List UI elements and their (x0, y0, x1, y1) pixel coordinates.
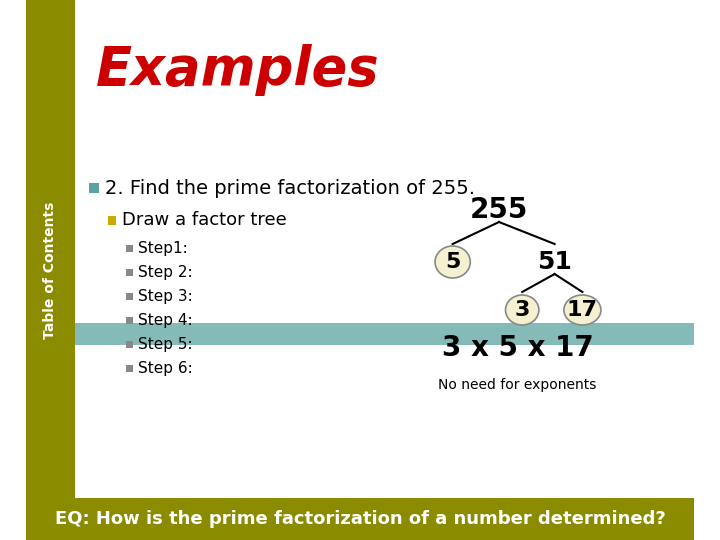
Bar (75, 323, 693, 345)
Bar (127, 317, 133, 324)
Text: EQ: How is the prime factorization of a number determined?: EQ: How is the prime factorization of a … (55, 510, 665, 528)
Bar (127, 245, 133, 252)
Text: 17: 17 (567, 300, 598, 320)
Text: 2. Find the prime factorization of 255.: 2. Find the prime factorization of 255. (105, 179, 475, 198)
Text: 3 x 5 x 17: 3 x 5 x 17 (441, 334, 593, 362)
Text: Table of Contents: Table of Contents (43, 201, 58, 339)
Text: 5: 5 (445, 252, 460, 272)
Text: Step 2:: Step 2: (138, 265, 192, 280)
Text: Step 4:: Step 4: (138, 313, 192, 327)
Text: Step 5:: Step 5: (138, 336, 192, 352)
Bar (27, 0, 75, 540)
Ellipse shape (564, 295, 601, 325)
Text: Step1:: Step1: (138, 240, 187, 255)
Ellipse shape (505, 295, 539, 325)
Text: 51: 51 (537, 250, 572, 274)
Text: Step 6:: Step 6: (138, 361, 192, 375)
Bar (127, 293, 133, 300)
Bar (89, 183, 99, 193)
Text: 255: 255 (470, 196, 528, 224)
Text: Examples: Examples (96, 44, 379, 96)
Bar (127, 365, 133, 372)
Bar (108, 216, 116, 225)
Bar (27, 498, 693, 540)
Bar (127, 269, 133, 276)
Text: 3: 3 (515, 300, 530, 320)
Text: No need for exponents: No need for exponents (438, 378, 597, 392)
Text: Step 3:: Step 3: (138, 288, 192, 303)
Bar (127, 341, 133, 348)
Ellipse shape (435, 246, 470, 278)
Text: Draw a factor tree: Draw a factor tree (122, 211, 287, 229)
